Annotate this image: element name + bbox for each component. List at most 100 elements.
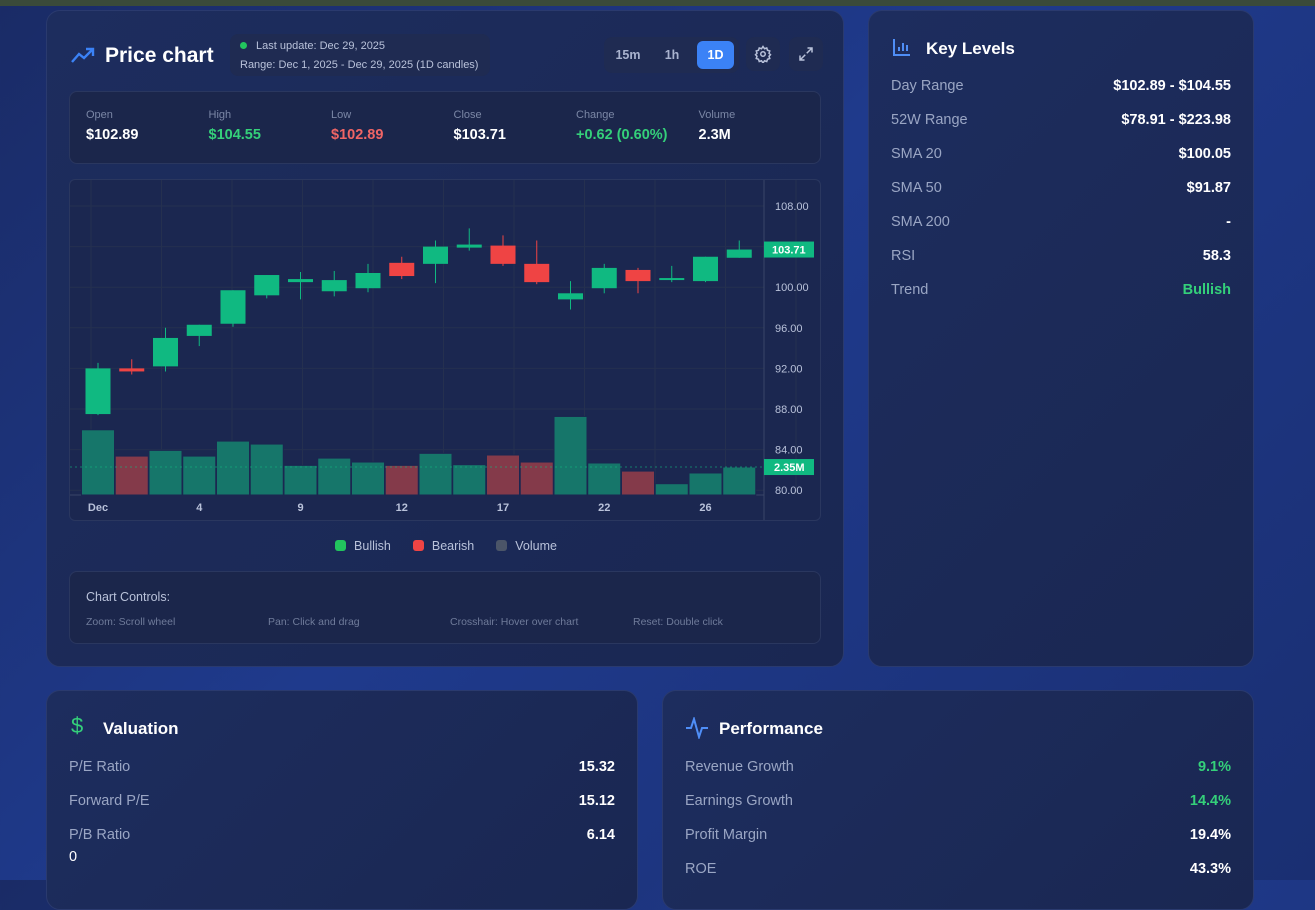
stat-value: $103.71 (453, 127, 506, 143)
metric-row: Profit Margin 19.4% (685, 827, 1231, 843)
volume-bar (688, 472, 723, 496)
last-price-badge (764, 241, 814, 258)
metric-value: $91.87 (1186, 180, 1231, 196)
key-levels-card: Key Levels Day Range $102.89 - $104.55 52W… (868, 10, 1254, 667)
candle-bearish (625, 269, 651, 282)
activity-icon (686, 717, 708, 739)
volume-bar (722, 466, 757, 496)
update-info: Last update: Dec 29, 2025 Range: Dec 1, … (230, 34, 490, 76)
control-hint: Zoom: Scroll wheel (86, 616, 176, 628)
legend-bearish: Bearish (412, 539, 474, 553)
metric-row: Earnings Growth 14.4% (685, 793, 1231, 809)
metric-value: 19.4% (1189, 827, 1231, 843)
candle-bullish (254, 275, 280, 296)
controls-title: Chart Controls: (86, 590, 171, 604)
metric-label: 52W Range (891, 112, 968, 128)
candle-bullish (355, 272, 381, 289)
performance-title: Performance (719, 719, 823, 738)
timeframe-selector: 15m 1h 1D (604, 37, 739, 73)
candle-bullish (85, 368, 111, 415)
y-tick-label: 100.00 (775, 282, 809, 294)
volume-bar (114, 455, 149, 496)
stat-value: 2.3M (698, 127, 731, 143)
metric-row: SMA 200 - (891, 214, 1231, 230)
x-tick-label: 17 (497, 502, 509, 514)
control-hint: Crosshair: Hover over chart (450, 616, 579, 628)
metric-label: SMA 200 (891, 214, 950, 230)
metric-label: Forward P/E (69, 793, 150, 809)
metric-label: Day Range (891, 78, 964, 94)
stat-volume: Volume 2.3M (699, 109, 736, 143)
volume-bar (384, 464, 419, 496)
metric-label: P/B Ratio (69, 827, 131, 843)
price-chart-card: Price chart Last update: Dec 29, 2025 Ra… (46, 10, 844, 667)
metric-row: SMA 20 $100.05 (891, 146, 1231, 162)
stat-label: Low (331, 109, 352, 121)
x-tick-label: 9 (297, 502, 303, 514)
valuation-card: $ Valuation 0 P/E Ratio 15.32 Forward P/E 1… (46, 690, 638, 910)
metric-value: 9.1% (1197, 759, 1231, 775)
metric-value: 15.12 (578, 793, 615, 809)
stat-value: +0.62 (0.60%) (576, 127, 668, 143)
status-dot (240, 42, 247, 49)
gear-icon (754, 45, 772, 63)
volume-bar (654, 483, 689, 496)
volume-bar (452, 464, 487, 496)
stat-label: Open (86, 109, 113, 121)
metric-label: Trend (891, 282, 929, 298)
volume-bar (216, 440, 250, 496)
legend-bullish: Bullish (335, 539, 391, 553)
date-range: Range: Dec 1, 2025 - Dec 29, 2025 (1D ca… (240, 59, 479, 71)
candle-bearish (490, 245, 516, 264)
tab-1d[interactable]: 1D (697, 41, 734, 69)
dollar-icon: $ (71, 713, 84, 738)
metric-value: - (1226, 214, 1231, 230)
metric-label: Revenue Growth (685, 759, 794, 775)
performance-card: Performance Revenue Growth 9.1% Earnings G… (662, 690, 1254, 910)
stat-label: Close (453, 109, 482, 121)
candle-bullish (288, 279, 313, 283)
settings-button[interactable] (746, 37, 780, 71)
page-title: Price chart (105, 44, 214, 67)
candle-bearish (389, 262, 415, 277)
expand-icon (799, 47, 813, 61)
metric-value: $102.89 - $104.55 (1113, 78, 1231, 94)
candle-bearish (119, 368, 145, 372)
stat-value: $102.89 (331, 127, 384, 143)
tab-15m[interactable]: 15m (615, 48, 641, 62)
y-tick-label: 92.00 (775, 363, 803, 375)
volume-bar (249, 443, 284, 496)
volume-bar (486, 454, 520, 496)
candle-bullish (659, 278, 685, 281)
volume-bar (81, 429, 115, 496)
x-tick-label: 22 (598, 502, 610, 514)
candle-bullish (558, 293, 583, 300)
metric-row: P/B Ratio 6.14 (69, 827, 615, 843)
volume-bar (182, 455, 217, 496)
metric-row: Revenue Growth 9.1% (685, 759, 1231, 775)
tab-1h[interactable]: 1h (664, 48, 680, 62)
metric-label: Earnings Growth (685, 793, 793, 809)
y-tick-label: 88.00 (775, 404, 803, 416)
candle-bullish (726, 249, 752, 258)
metric-value: $100.05 (1178, 146, 1231, 162)
stat-value: $102.89 (86, 127, 139, 143)
metric-value: 43.3% (1189, 861, 1231, 877)
volume-bar (621, 470, 655, 496)
price-chart[interactable]: 108.00 100.00 96.00 92.00 88.00 84.00 80.00 103… (69, 179, 821, 521)
metric-value: 6.14 (586, 827, 615, 843)
volume-bar (283, 464, 318, 496)
control-hint: Pan: Click and drag (268, 616, 360, 628)
candle-bullish (456, 244, 482, 248)
stat-value: $104.55 (208, 127, 261, 143)
candle-bullish (591, 267, 617, 289)
metric-label: Profit Margin (685, 827, 768, 843)
fullscreen-button[interactable] (789, 37, 823, 71)
candle-bullish (693, 256, 718, 282)
candlestick-chart-svg[interactable]: 108.00 100.00 96.00 92.00 88.00 84.00 80.00 103… (70, 180, 821, 521)
valuation-title: Valuation (103, 719, 179, 738)
ohlc-summary: Open $102.89 High $104.55 Low $102.89 Close $10… (69, 91, 821, 164)
stat-label: Change (576, 109, 615, 121)
stat-label: Volume (698, 109, 736, 121)
x-tick-label: 4 (196, 502, 203, 514)
